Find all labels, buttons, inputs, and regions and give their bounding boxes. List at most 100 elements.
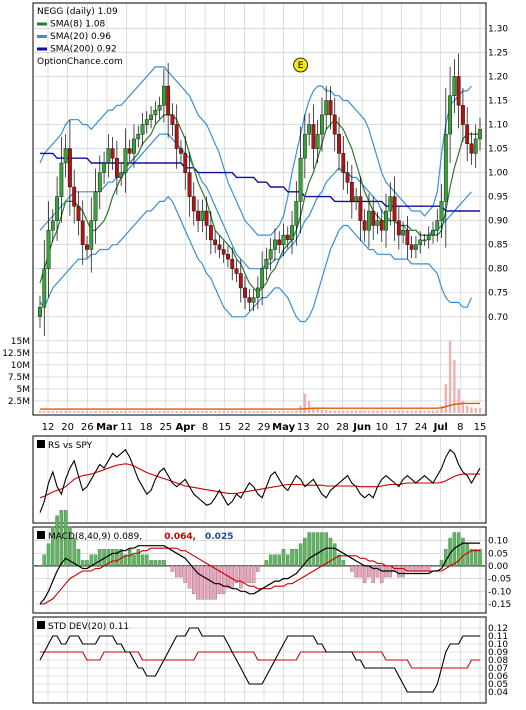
- legend-entry: 0.064,: [164, 532, 196, 542]
- std-dev-panel: 0.120.110.100.090.080.070.060.050.04 STD…: [32, 616, 508, 704]
- volume-bar: [282, 411, 285, 413]
- volume-bar: [72, 411, 76, 413]
- date-tick-label: 17: [395, 422, 408, 433]
- macd-histogram-bar: [473, 549, 478, 567]
- legend-swatch: [37, 47, 47, 51]
- macd-histogram-bar: [337, 554, 341, 567]
- macd-histogram-bar: [286, 554, 290, 567]
- macd-histogram-bar: [315, 532, 320, 567]
- legend-entry: MACD(8,40,9) 0.089,: [48, 532, 142, 542]
- candle-body: [166, 85, 171, 116]
- volume-bar: [325, 410, 328, 413]
- candle-body: [298, 157, 303, 202]
- macd-histogram-bar: [354, 565, 358, 578]
- price-tick-label: 1.30: [488, 24, 508, 34]
- macd-histogram-bar: [375, 565, 380, 578]
- volume-bar: [145, 411, 148, 413]
- volume-bar: [166, 411, 170, 413]
- candle-body: [136, 133, 141, 140]
- candle-body: [414, 244, 418, 250]
- macd-histogram-bar: [456, 532, 461, 567]
- volume-bar: [248, 411, 251, 413]
- date-tick-label: 28: [336, 422, 349, 433]
- candle-body: [418, 239, 423, 245]
- legend-entry: SMA(20) 0.96: [50, 32, 111, 42]
- sma8-line: [39, 114, 480, 294]
- macd-histogram-bar: [264, 560, 269, 567]
- macd-histogram-bar: [256, 565, 260, 572]
- date-tick-label: 25: [159, 422, 172, 433]
- candle-body: [290, 225, 294, 241]
- volume-bar: [205, 411, 208, 413]
- price-tick-label: 1.20: [488, 72, 508, 82]
- volume-bar: [444, 384, 448, 413]
- volume-bar: [474, 408, 477, 413]
- candle-body: [226, 254, 230, 260]
- std-dev-average-line: [40, 651, 480, 669]
- volume-bar: [376, 410, 379, 413]
- volume-bar: [222, 411, 225, 413]
- macd-legend: MACD(8,40,9) 0.089, 0.064, 0.025: [37, 531, 233, 542]
- volume-y-axis: 15M 12.5M 10M 7.5M 5M 2.5M: [2, 337, 30, 407]
- price-tick-label: 1.05: [488, 145, 508, 155]
- macd-histogram-bar: [38, 565, 42, 567]
- volume-bar: [213, 411, 217, 413]
- candle-body: [268, 249, 273, 260]
- candle-body: [50, 220, 55, 231]
- candle-body: [379, 220, 384, 231]
- candle-body: [72, 186, 77, 207]
- volume-bar: [265, 411, 268, 413]
- volume-bar: [231, 411, 234, 413]
- macd-histogram-bar: [149, 560, 153, 567]
- macd-histogram-bar: [55, 515, 59, 567]
- date-tick-label: Jul: [433, 422, 448, 433]
- candle-body: [68, 148, 72, 188]
- volume-bar: [137, 411, 140, 413]
- macd-histogram-bar: [362, 565, 367, 583]
- volume-bar: [367, 410, 371, 413]
- macd-histogram-bar: [290, 549, 294, 567]
- volume-bar: [124, 411, 127, 413]
- candle-body: [153, 109, 158, 116]
- candle-body: [243, 287, 247, 298]
- candle-body: [174, 124, 179, 149]
- volume-bar: [329, 410, 332, 413]
- volume-bar: [81, 411, 84, 413]
- date-tick-label: Apr: [176, 422, 196, 433]
- candlesticks: [38, 53, 482, 336]
- price-tick-label: 0.80: [488, 265, 508, 275]
- macd-histogram-bar: [110, 549, 115, 567]
- macd-histogram-bar: [192, 565, 196, 594]
- macd-tick-label: -0.05: [488, 575, 511, 585]
- std-legend: STD DEV(20) 0.11: [37, 621, 129, 632]
- macd-histogram-bar: [230, 565, 234, 589]
- candle-body: [431, 230, 435, 236]
- volume-bar: [303, 393, 307, 413]
- macd-histogram-bar: [401, 565, 405, 578]
- volume-tick-label: 5M: [17, 385, 31, 395]
- candle-body: [277, 239, 282, 245]
- candle-body: [157, 105, 162, 111]
- std-tick-label: 0.06: [488, 672, 508, 682]
- price-tick-label: 1.25: [488, 48, 508, 58]
- candle-body: [439, 201, 444, 221]
- volume-bar: [51, 411, 55, 413]
- volume-bar: [406, 410, 409, 413]
- std-tick-label: 0.07: [488, 664, 508, 674]
- candle-body: [59, 162, 64, 197]
- macd-histogram-bar: [461, 537, 465, 567]
- legend-swatch: [37, 531, 45, 539]
- volume-bar: [410, 410, 413, 413]
- volume-bar: [158, 411, 161, 413]
- volume-bars: [38, 340, 482, 413]
- candle-body: [97, 172, 102, 193]
- volume-bar: [243, 411, 247, 413]
- macd-tick-label: 0.05: [488, 549, 508, 559]
- candle-body: [396, 220, 401, 236]
- volume-bar: [256, 411, 260, 413]
- candle-body: [384, 210, 388, 231]
- candle-body: [294, 201, 299, 226]
- volume-bar: [269, 411, 272, 413]
- std-tick-label: 0.05: [488, 680, 508, 690]
- volume-bar: [312, 407, 315, 413]
